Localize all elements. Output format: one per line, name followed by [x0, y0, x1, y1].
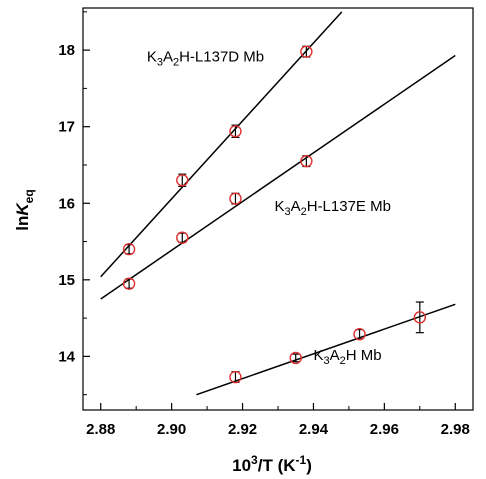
series-label-a: K [274, 198, 284, 215]
x-tick-label: 2.98 [441, 421, 470, 438]
x-axis-title-base: 10 [232, 456, 251, 475]
series-label-a-sub: 3 [284, 206, 290, 218]
x-axis-title-exp2: -1 [296, 453, 307, 467]
y-axis-title-italic: K [13, 202, 32, 216]
series-label: K3A2H-L137D Mb [147, 49, 264, 69]
y-tick-label: 16 [58, 195, 75, 212]
y-tick-label: 15 [58, 272, 75, 289]
series-label-b-sub: 2 [173, 57, 179, 69]
x-tick-label: 2.94 [299, 421, 329, 438]
data-point [300, 45, 313, 58]
y-tick-label: 17 [58, 119, 75, 136]
series-2: K3A2H Mb [196, 301, 456, 396]
x-axis-title-exp: 3 [251, 453, 258, 467]
series-label-a-sub: 3 [157, 57, 163, 69]
y-axis-title-main: ln [13, 216, 32, 231]
x-tick-label: 2.96 [370, 421, 399, 438]
data-point [413, 311, 427, 324]
series-0: K3A2H-L137D Mb [100, 11, 343, 278]
series-label-b-sub: 2 [340, 355, 346, 367]
data-point [122, 277, 136, 290]
y-tick-label: 18 [58, 42, 75, 59]
x-axis-ticks: 2.88 2.90 2.92 2.94 2.96 2.98 [86, 403, 470, 438]
series-label-b: A [163, 49, 173, 66]
x-tick-label: 2.90 [157, 421, 186, 438]
data-point [300, 154, 313, 168]
series-label-rest: H-L137E Mb [307, 198, 391, 215]
data-point [289, 351, 302, 365]
x-tick-label: 2.92 [228, 421, 257, 438]
x-tick-label: 2.88 [86, 421, 115, 438]
series-label: K3A2H Mb [313, 347, 381, 367]
series-label: K3A2H-L137E Mb [274, 198, 391, 218]
series-label-a: K [147, 49, 157, 66]
y-axis-ticks: 14 15 16 17 18 [58, 11, 90, 396]
x-axis-title-end: ) [306, 456, 312, 475]
data-point [229, 192, 242, 205]
series-label-b: A [291, 198, 301, 215]
data-point [122, 242, 136, 256]
data-point [229, 370, 242, 384]
series-1: K3A2H-L137E Mb [100, 54, 456, 300]
series-label-a: K [313, 347, 323, 364]
y-axis-title: lnKeq [13, 189, 36, 230]
x-axis-title: 103/T (K-1) [232, 453, 312, 475]
data-point [176, 231, 189, 244]
data-point [229, 125, 242, 138]
data-point [176, 174, 189, 187]
data-point [353, 327, 366, 341]
fit-line [100, 54, 456, 300]
fit-line [100, 11, 343, 278]
series-label-a-sub: 3 [323, 355, 329, 367]
series-label-rest: H-L137D Mb [179, 49, 264, 66]
series-label-rest: H Mb [346, 347, 382, 364]
y-tick-label: 14 [58, 348, 75, 365]
series-label-b-sub: 2 [301, 206, 307, 218]
series-label-b: A [330, 347, 340, 364]
y-axis-title-sub: eq [22, 189, 36, 203]
x-axis-title-mid: /T (K [258, 456, 296, 475]
